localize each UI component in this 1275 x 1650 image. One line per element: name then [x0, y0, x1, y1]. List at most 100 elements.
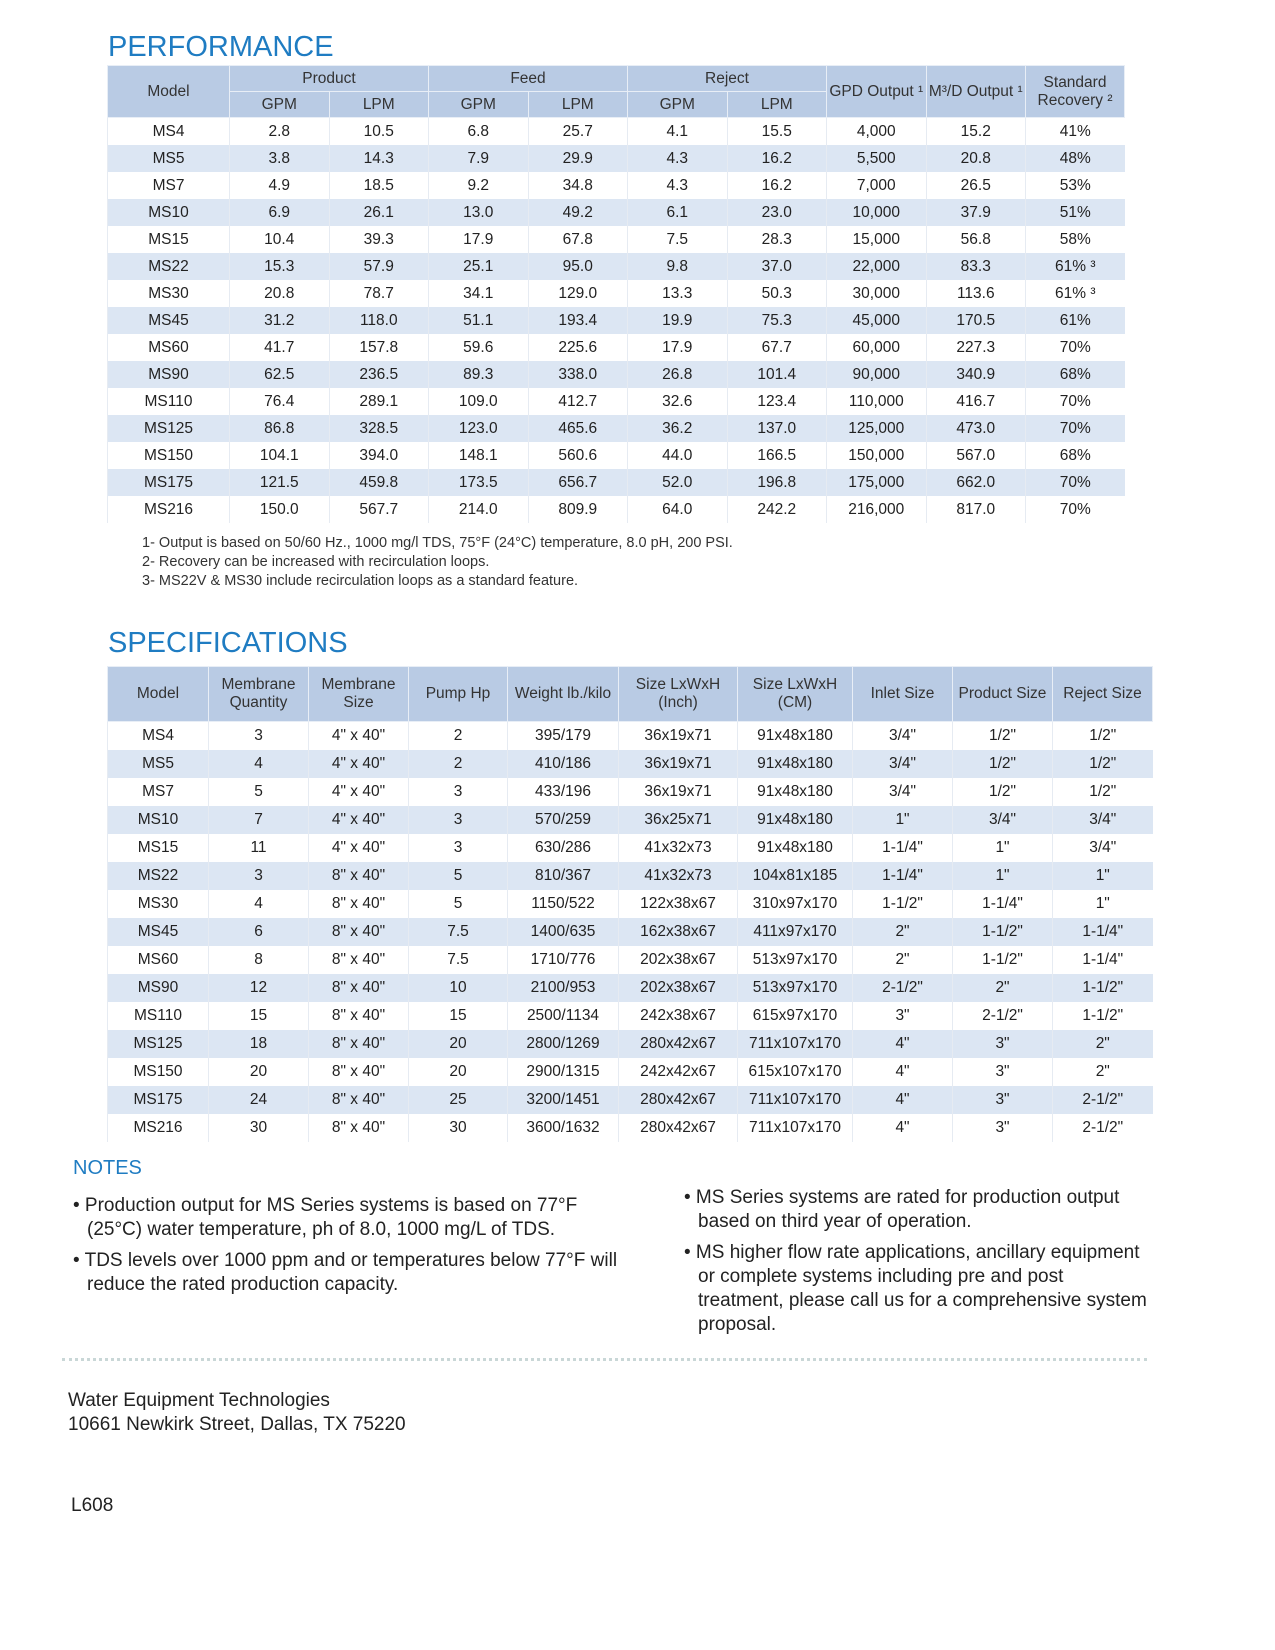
table-cell: 16.2 [726, 145, 827, 172]
footer-address: Water Equipment Technologies 10661 Newki… [68, 1389, 1275, 1437]
document-code: L608 [71, 1495, 114, 1516]
table-cell: MS150 [107, 442, 230, 469]
table-cell: 13.0 [428, 199, 529, 226]
table-cell: MS125 [107, 415, 230, 442]
table-cell: 3/4" [852, 721, 953, 750]
table-cell: 58% [1025, 226, 1125, 253]
specifications-title: SPECIFICATIONS [108, 627, 348, 659]
table-cell: 3/4" [1052, 806, 1153, 834]
table-cell: 394.0 [328, 442, 429, 469]
table-cell: 61% [1025, 307, 1125, 334]
table-cell: 51% [1025, 199, 1125, 226]
table-cell: 1150/522 [507, 890, 619, 918]
table-cell: 662.0 [925, 469, 1026, 496]
table-cell: 34.8 [527, 172, 628, 199]
table-cell: 3 [208, 862, 309, 890]
table-cell: 1/2" [952, 721, 1053, 750]
table-cell: 11 [208, 834, 309, 862]
table-cell: 8" x 40" [308, 1086, 409, 1114]
table-cell: MS10 [107, 199, 230, 226]
table-cell: MS4 [107, 721, 209, 750]
col-m3d-output: M³/D Output ¹ [925, 65, 1027, 118]
table-cell: 1/2" [1052, 721, 1153, 750]
table-cell: 4.3 [627, 172, 728, 199]
table-cell: 122x38x67 [618, 890, 738, 918]
col-standard-recovery: Standard Recovery ² [1025, 65, 1126, 118]
table-cell: 123.0 [428, 415, 529, 442]
table-cell: 68% [1025, 361, 1125, 388]
table-cell: 4,000 [826, 117, 927, 145]
table-cell: 5 [408, 890, 508, 918]
table-cell: 8" x 40" [308, 974, 409, 1002]
table-cell: MS175 [107, 1086, 209, 1114]
table-cell: 23.0 [726, 199, 827, 226]
table-cell: 4" x 40" [308, 778, 409, 806]
table-row: MS175 121.5 459.8 173.5 656.7 52.0 196.8 175,00… [107, 469, 1125, 496]
table-cell: 53% [1025, 172, 1125, 199]
table-cell: MS125 [107, 1030, 209, 1058]
table-cell: 36.2 [627, 415, 728, 442]
table-cell: 20 [408, 1030, 508, 1058]
table-cell: 175,000 [826, 469, 927, 496]
table-cell: 4" x 40" [308, 806, 409, 834]
table-cell: 61% ³ [1025, 280, 1125, 307]
table-cell: 90,000 [826, 361, 927, 388]
col-product: Product [228, 65, 430, 92]
col-product-gpm: GPM [229, 91, 330, 118]
table-cell: 9.2 [428, 172, 529, 199]
table-cell: 34.1 [428, 280, 529, 307]
table-cell: 91x48x180 [737, 806, 853, 834]
table-cell: 70% [1025, 334, 1125, 361]
table-cell: 615x107x170 [737, 1058, 853, 1086]
table-cell: 59.6 [428, 334, 529, 361]
table-cell: MS110 [107, 388, 230, 415]
table-cell: 459.8 [328, 469, 429, 496]
table-cell: 242.2 [726, 496, 827, 523]
table-cell: MS5 [107, 145, 230, 172]
table-cell: 41x32x73 [618, 862, 738, 890]
table-cell: 1-1/4" [952, 890, 1053, 918]
footnote-2: 2- Recovery can be increased with recirc… [142, 554, 490, 570]
notes-left: • Production output for MS Series system… [73, 1180, 633, 1304]
performance-table: Model Product Feed Reject GPD Output ¹ M… [107, 65, 1126, 523]
table-cell: 570/259 [507, 806, 619, 834]
table-row: MS22 3 8" x 40" 5 810/367 41x32x73 104x81x185 1… [107, 862, 1153, 890]
table-cell: 328.5 [328, 415, 429, 442]
table-cell: 30 [408, 1114, 508, 1142]
table-cell: 7.5 [408, 918, 508, 946]
table-cell: 62.5 [229, 361, 329, 388]
table-cell: 101.4 [726, 361, 827, 388]
table-row: MS110 15 8" x 40" 15 2500/1134 242x38x67 615x9… [107, 1002, 1153, 1030]
table-cell: 25.7 [527, 117, 628, 145]
table-cell: 104x81x185 [737, 862, 853, 890]
table-cell: 1-1/2" [1052, 1002, 1153, 1030]
table-cell: 4" x 40" [308, 834, 409, 862]
table-cell: 567.7 [328, 496, 429, 523]
table-cell: 31.2 [229, 307, 329, 334]
table-row: MS5 3.8 14.3 7.9 29.9 4.3 16.2 5,500 20.8 48% [107, 145, 1125, 172]
table-cell: 41.7 [229, 334, 329, 361]
table-cell: 1" [852, 806, 953, 834]
table-cell: 3 [208, 721, 309, 750]
table-cell: MS15 [107, 226, 230, 253]
table-cell: 2.8 [229, 117, 329, 145]
table-cell: 61% ³ [1025, 253, 1125, 280]
table-cell: 1-1/2" [852, 890, 953, 918]
table-cell: 1-1/4" [852, 834, 953, 862]
table-cell: 36x19x71 [618, 721, 738, 750]
table-cell: MS22 [107, 253, 230, 280]
table-row: MS45 6 8" x 40" 7.5 1400/635 162x38x67 411x97x… [107, 918, 1153, 946]
table-cell: 19.9 [627, 307, 728, 334]
specifications-table: Model Membrane Quantity Membrane Size Pump … [107, 666, 1153, 1142]
table-cell: 3 [408, 806, 508, 834]
table-cell: 513x97x170 [737, 974, 853, 1002]
table-cell: 809.9 [527, 496, 628, 523]
table-cell: 15 [408, 1002, 508, 1030]
table-cell: 4 [208, 890, 309, 918]
table-cell: 125,000 [826, 415, 927, 442]
table-cell: 70% [1025, 469, 1125, 496]
table-row: MS175 24 8" x 40" 25 3200/1451 280x42x67 711x1… [107, 1086, 1153, 1114]
table-cell: 95.0 [527, 253, 628, 280]
table-cell: 91x48x180 [737, 721, 853, 750]
table-cell: 56.8 [925, 226, 1026, 253]
